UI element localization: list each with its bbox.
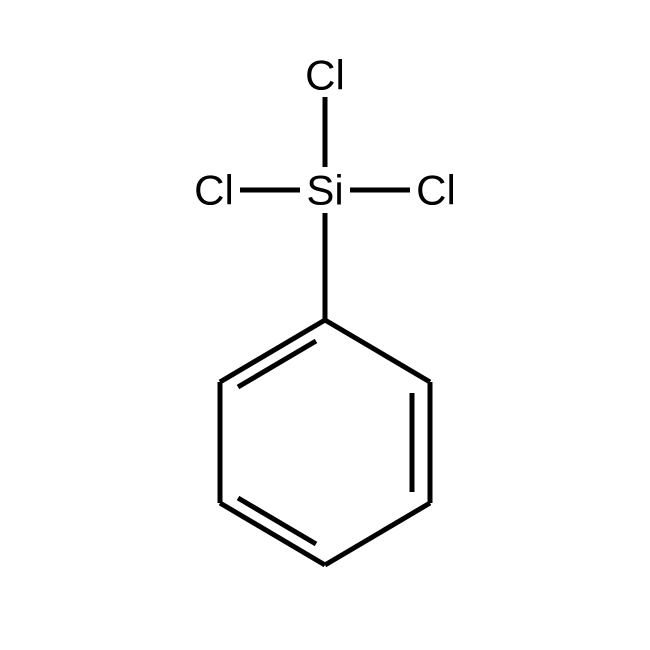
atom-label-cl3: Cl (416, 167, 456, 214)
bond-line (325, 320, 430, 382)
bond-line (220, 320, 325, 382)
bond-line (220, 503, 325, 565)
atom-label-cl1: Cl (305, 52, 345, 99)
molecule-diagram: Si Cl Cl Cl (0, 0, 650, 650)
bond-line (325, 503, 430, 565)
atom-label-cl2: Cl (194, 167, 234, 214)
atom-label-si: Si (306, 167, 343, 214)
